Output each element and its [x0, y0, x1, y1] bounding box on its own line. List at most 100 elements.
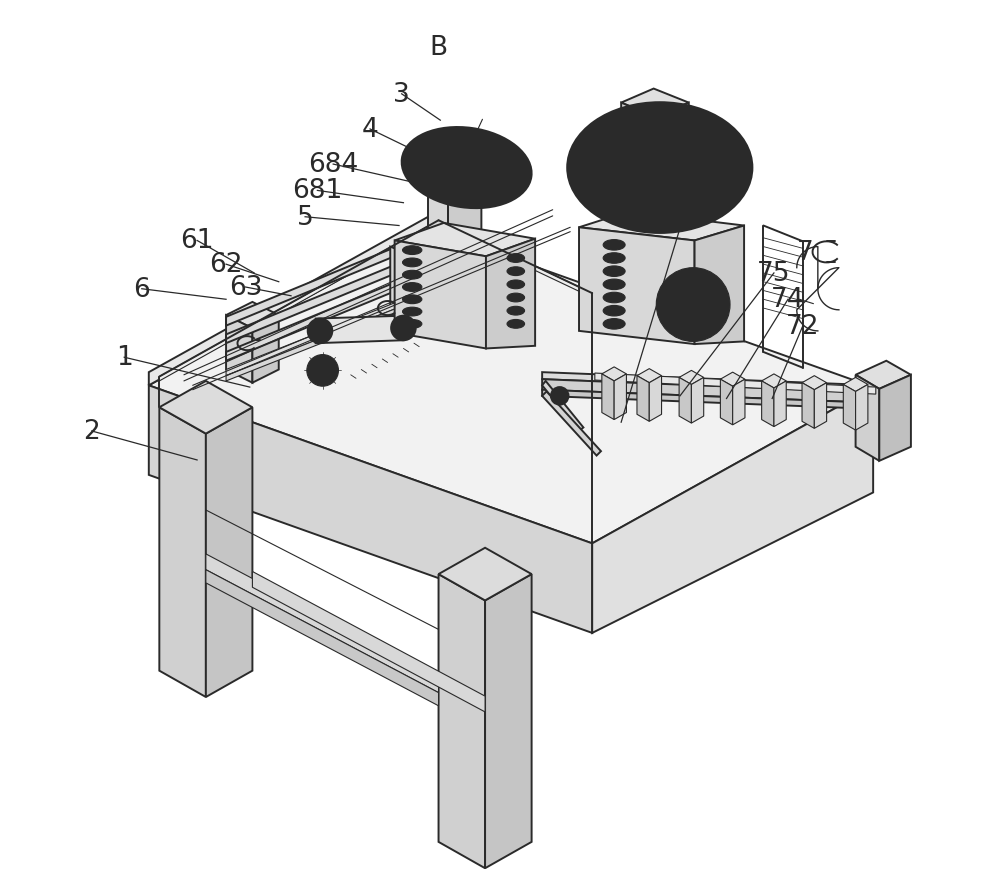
Polygon shape	[159, 221, 592, 381]
Polygon shape	[149, 230, 873, 544]
Text: 6: 6	[133, 276, 150, 303]
Polygon shape	[856, 375, 879, 461]
Polygon shape	[762, 381, 774, 427]
Polygon shape	[802, 376, 827, 390]
Text: 74: 74	[771, 287, 805, 313]
Polygon shape	[226, 316, 252, 383]
Polygon shape	[542, 390, 876, 410]
Polygon shape	[439, 548, 532, 601]
Polygon shape	[614, 374, 626, 420]
Polygon shape	[542, 380, 876, 403]
Circle shape	[307, 355, 338, 387]
Polygon shape	[149, 386, 592, 633]
Polygon shape	[720, 380, 733, 425]
Polygon shape	[579, 228, 695, 345]
Circle shape	[551, 388, 568, 405]
Polygon shape	[395, 241, 486, 349]
Polygon shape	[814, 383, 827, 429]
Text: 71: 71	[672, 187, 706, 213]
Polygon shape	[602, 367, 626, 381]
Polygon shape	[621, 89, 689, 118]
Polygon shape	[649, 376, 662, 422]
Polygon shape	[252, 572, 485, 712]
Polygon shape	[720, 373, 745, 387]
Ellipse shape	[403, 259, 422, 267]
Polygon shape	[486, 239, 535, 349]
Ellipse shape	[403, 320, 422, 329]
Polygon shape	[226, 300, 419, 381]
Text: 5: 5	[297, 204, 313, 231]
Polygon shape	[856, 361, 911, 389]
Polygon shape	[206, 570, 439, 706]
Polygon shape	[226, 279, 405, 361]
Polygon shape	[843, 378, 868, 392]
Ellipse shape	[391, 317, 416, 341]
Ellipse shape	[403, 246, 422, 255]
Ellipse shape	[403, 296, 422, 304]
Ellipse shape	[568, 103, 752, 233]
Ellipse shape	[603, 280, 625, 290]
Ellipse shape	[587, 118, 732, 219]
Polygon shape	[542, 373, 876, 393]
Polygon shape	[621, 103, 654, 198]
Polygon shape	[695, 226, 744, 345]
Text: 61: 61	[180, 228, 214, 254]
Text: B: B	[429, 35, 448, 61]
Polygon shape	[879, 375, 911, 461]
Text: 684: 684	[308, 152, 358, 178]
Polygon shape	[428, 150, 481, 160]
Text: 72: 72	[786, 313, 820, 339]
Ellipse shape	[428, 146, 481, 165]
Polygon shape	[159, 381, 252, 434]
Polygon shape	[390, 247, 405, 317]
Polygon shape	[395, 224, 535, 257]
Polygon shape	[149, 217, 430, 386]
Text: 63: 63	[229, 275, 262, 301]
Polygon shape	[405, 253, 419, 324]
Ellipse shape	[633, 149, 687, 188]
Ellipse shape	[507, 254, 525, 263]
Ellipse shape	[403, 283, 422, 292]
Polygon shape	[206, 408, 252, 697]
Polygon shape	[602, 374, 614, 420]
Ellipse shape	[603, 319, 625, 330]
Ellipse shape	[603, 293, 625, 303]
Ellipse shape	[507, 281, 525, 289]
Polygon shape	[542, 381, 583, 431]
Text: 681: 681	[292, 178, 343, 204]
Polygon shape	[595, 374, 876, 395]
Polygon shape	[637, 369, 662, 383]
Polygon shape	[733, 380, 745, 425]
Polygon shape	[579, 212, 744, 241]
Circle shape	[669, 281, 718, 330]
Polygon shape	[226, 261, 405, 344]
Circle shape	[314, 362, 331, 380]
Polygon shape	[226, 294, 419, 376]
Ellipse shape	[603, 306, 625, 317]
Polygon shape	[843, 385, 856, 431]
Polygon shape	[226, 244, 405, 326]
Polygon shape	[316, 317, 403, 344]
Text: 2: 2	[83, 418, 100, 445]
Polygon shape	[679, 378, 691, 424]
Ellipse shape	[507, 294, 525, 303]
Ellipse shape	[313, 324, 327, 339]
Text: 7: 7	[797, 239, 814, 266]
Polygon shape	[448, 155, 481, 316]
Text: 75: 75	[757, 260, 791, 287]
Ellipse shape	[402, 128, 531, 209]
Ellipse shape	[507, 307, 525, 316]
Ellipse shape	[416, 137, 517, 200]
Polygon shape	[774, 381, 786, 427]
Polygon shape	[428, 168, 448, 309]
Polygon shape	[802, 383, 814, 429]
Polygon shape	[226, 303, 279, 329]
Polygon shape	[762, 374, 786, 389]
Circle shape	[656, 268, 730, 342]
Text: 3: 3	[393, 82, 410, 108]
Ellipse shape	[403, 271, 422, 280]
Polygon shape	[206, 554, 439, 693]
Polygon shape	[592, 388, 873, 633]
Polygon shape	[654, 103, 689, 198]
Ellipse shape	[308, 319, 332, 344]
